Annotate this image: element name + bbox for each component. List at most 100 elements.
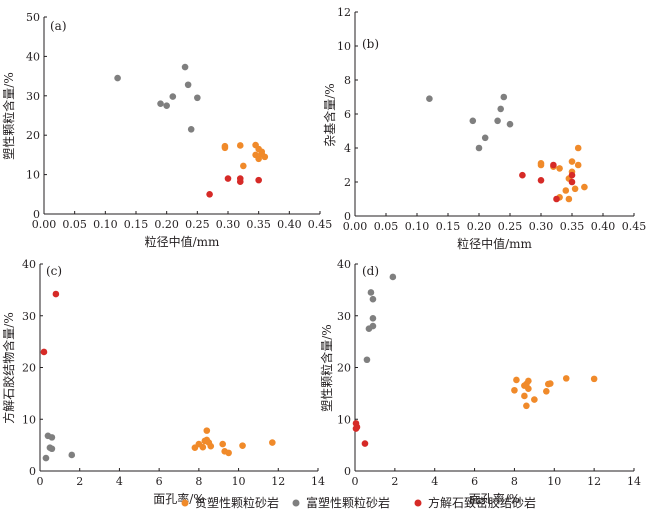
y-tick-label: 30: [26, 90, 40, 103]
data-point-poor: [261, 153, 269, 161]
data-point-rich: [369, 322, 377, 330]
data-point-rich: [369, 295, 377, 303]
y-tick-label: 2: [344, 176, 351, 189]
data-point-rich: [157, 100, 164, 107]
y-tick-label: 10: [22, 413, 36, 426]
x-tick-label: 0.20: [154, 218, 179, 231]
data-point-poor: [269, 439, 276, 446]
x-tick-label: 0.45: [622, 220, 647, 233]
data-point-poor: [221, 448, 228, 455]
x-tick-label: 14: [627, 475, 641, 488]
legend-label-rich: 富塑性颗粒砂岩: [306, 495, 390, 510]
x-axis-label: 面孔率/%: [469, 491, 520, 506]
x-tick-label: 12: [271, 475, 285, 488]
y-tick-label: 20: [22, 362, 36, 375]
panel-label: (c): [46, 264, 62, 278]
data-point-rich: [469, 117, 477, 125]
y-tick-label: 10: [26, 169, 40, 182]
data-point-poor: [568, 158, 576, 165]
x-tick-label: 0.35: [246, 218, 271, 231]
x-tick-label: 0.45: [308, 218, 333, 231]
y-tick-label: 0: [344, 465, 351, 478]
x-axis-label: 粒径中值/mm: [457, 236, 532, 251]
data-point-rich: [163, 102, 170, 109]
data-point-poor: [574, 144, 582, 152]
data-point-calcite: [550, 161, 557, 169]
legend-marker-calcite: [414, 499, 422, 507]
data-point-rich: [497, 105, 505, 113]
y-tick-label: 10: [337, 40, 351, 53]
data-point-poor: [590, 375, 598, 383]
data-point-rich: [169, 93, 177, 100]
x-tick-label: 6: [156, 475, 163, 488]
x-tick-label: 8: [195, 475, 202, 488]
data-point-rich: [389, 273, 397, 281]
x-tick-label: 4: [116, 475, 123, 488]
x-tick-label: 0.30: [216, 218, 241, 231]
data-point-poor: [258, 148, 266, 156]
data-point-poor: [236, 142, 244, 149]
panel-b: 0.00 0.05 0.10 0.15 0.20 0.25 0.30 0.35 0.40 0.45…: [322, 6, 646, 251]
y-tick-label: 0: [29, 465, 36, 478]
x-tick-label: 0.15: [124, 218, 149, 231]
data-point-rich: [48, 434, 56, 441]
data-point-calcite: [568, 171, 576, 179]
data-point-calcite: [52, 290, 60, 298]
y-tick-label: 10: [337, 413, 351, 426]
y-axis-label: 塑性颗粒含量/%: [319, 324, 334, 411]
data-point-rich: [494, 117, 501, 125]
data-point-rich: [500, 93, 508, 101]
y-tick-label: 12: [337, 6, 351, 19]
x-tick-label: 0: [352, 475, 359, 488]
data-point-poor: [581, 183, 588, 191]
x-tick-label: 0.10: [93, 218, 118, 231]
legend: 贫塑性颗粒砂岩 富塑性颗粒砂岩 方解石致密胶结砂岩: [181, 495, 536, 510]
x-axis-label: 面孔率/%: [153, 491, 204, 506]
data-point-poor: [239, 442, 246, 449]
data-point-poor: [240, 162, 247, 170]
y-tick-label: 20: [26, 129, 40, 142]
data-point-rich: [426, 95, 433, 102]
y-axis-label: 方解石胶结物含量/%: [1, 312, 16, 423]
legend-marker-rich: [292, 499, 300, 507]
data-point-calcite: [224, 175, 232, 182]
data-point-rich: [475, 144, 483, 152]
data-point-rich: [181, 63, 189, 71]
data-point-poor: [571, 185, 579, 193]
x-tick-label: 0.40: [277, 218, 302, 231]
data-point-calcite: [519, 171, 526, 179]
data-point-poor: [523, 402, 530, 410]
legend-label-poor: 贫塑性颗粒砂岩: [195, 495, 279, 510]
data-point-rich: [187, 125, 195, 133]
y-tick-label: 30: [337, 310, 351, 323]
x-tick-label: 0.00: [343, 220, 368, 233]
y-tick-label: 0: [344, 210, 351, 223]
data-point-poor: [556, 165, 563, 172]
x-tick-label: 0.35: [560, 220, 585, 233]
x-tick-label: 10: [232, 475, 246, 488]
x-tick-label: 0.40: [591, 220, 616, 233]
x-tick-label: 2: [76, 475, 83, 488]
data-point-rich: [68, 451, 76, 459]
data-point-calcite: [361, 440, 369, 447]
data-point-poor: [531, 396, 538, 403]
data-point-poor: [543, 388, 550, 395]
x-tick-label: 10: [547, 475, 561, 488]
x-axis-label: 粒径中值/mm: [145, 234, 220, 249]
y-tick-label: 4: [344, 142, 351, 155]
data-point-poor: [562, 187, 570, 194]
data-point-calcite: [353, 423, 361, 431]
x-tick-label: 0.05: [62, 218, 87, 231]
data-point-rich: [506, 120, 514, 128]
x-tick-label: 14: [311, 475, 325, 488]
y-tick-label: 30: [22, 310, 36, 323]
x-tick-label: 0.10: [405, 220, 430, 233]
y-axis-label: 杂基含量/%: [322, 83, 337, 146]
x-tick-label: 8: [511, 475, 518, 488]
y-tick-label: 40: [26, 50, 40, 63]
y-tick-label: 8: [344, 74, 351, 87]
x-tick-label: 0.30: [529, 220, 554, 233]
x-tick-label: 0.25: [498, 220, 523, 233]
panel-label: (b): [362, 37, 379, 51]
panel-label: (a): [50, 19, 67, 33]
